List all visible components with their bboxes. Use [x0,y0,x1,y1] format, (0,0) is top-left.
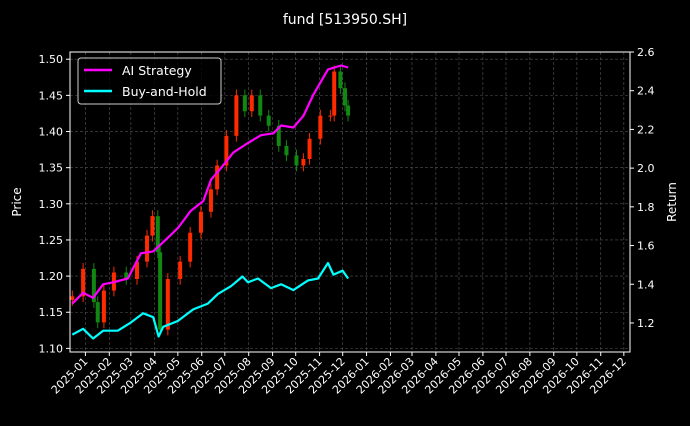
candle-body [307,138,312,159]
candle-body [188,232,193,262]
candle-body [276,125,281,146]
left-y-tick-label: 1.20 [39,270,64,283]
candle-body [165,278,170,330]
candle-body [258,95,263,116]
left-y-tick-label: 1.50 [39,53,64,66]
candle-body [249,95,254,112]
right-y-tick-label: 1.8 [637,201,655,214]
left-y-label: Price [10,187,24,216]
candle-body [208,189,213,212]
right-y-tick-label: 1.4 [637,278,655,291]
right-y-tick-label: 1.2 [637,317,655,330]
chart-title: fund [513950.SH] [283,12,407,28]
series-line-buy-and-hold [71,261,350,340]
candle-body [155,216,160,253]
candle-body [301,158,306,166]
left-y-tick-label: 1.40 [39,126,64,139]
right-y-tick-label: 2.4 [637,85,655,98]
candle-body [234,95,239,136]
candle-body [198,211,203,233]
candle-body [95,302,100,323]
candle-body [70,296,75,300]
candle-body [338,71,343,89]
x-axis: 2025-012025-022025-032025-042025-052025-… [49,352,629,397]
left-y-tick-label: 1.25 [39,234,64,247]
candle-body [124,272,129,279]
candle-body [101,290,106,323]
candle-body [158,252,163,330]
candle-body [342,88,347,106]
candle-body [91,268,96,303]
candle-body [284,145,289,156]
return-lines [71,64,350,340]
candle-body [145,235,150,262]
candle-body [81,268,86,297]
right-y-tick-label: 2.0 [637,162,655,175]
candle-body [135,261,140,279]
left-y-tick-label: 1.10 [39,342,64,355]
candle-body [318,115,323,139]
left-y-tick-label: 1.15 [39,306,64,319]
left-y-tick-label: 1.30 [39,198,64,211]
left-y-tick-label: 1.45 [39,89,64,102]
candle-body [215,165,220,190]
candle-body [346,105,351,116]
left-y-tick-label: 1.35 [39,162,64,175]
candle-body [224,135,229,166]
right-y-axis: 1.2 1.4 1.6 1.8 2.0 2.2 2.4 2.6 [630,46,655,330]
plot-frame [69,51,631,353]
legend: AI Strategy Buy-and-Hold [77,57,222,105]
left-y-axis: 1.10 1.15 1.20 1.25 1.30 1.35 1.40 1.45 1.50 [39,53,70,355]
right-y-tick-label: 1.6 [637,240,655,253]
candle-body [294,155,299,166]
legend-box [77,57,222,105]
right-y-label: Return [665,182,679,222]
candle-body [150,216,155,236]
legend-label-ai-strategy: AI Strategy [122,63,192,78]
right-y-tick-label: 2.2 [637,123,655,136]
candle-body [328,115,333,117]
series-line-ai-strategy [71,64,349,305]
candle-body [266,115,271,126]
candle-body [178,261,183,279]
legend-label-buy-and-hold: Buy-and-Hold [122,84,207,99]
right-y-tick-label: 2.6 [637,46,655,59]
candle-body [242,95,247,112]
candle-body [332,71,337,116]
